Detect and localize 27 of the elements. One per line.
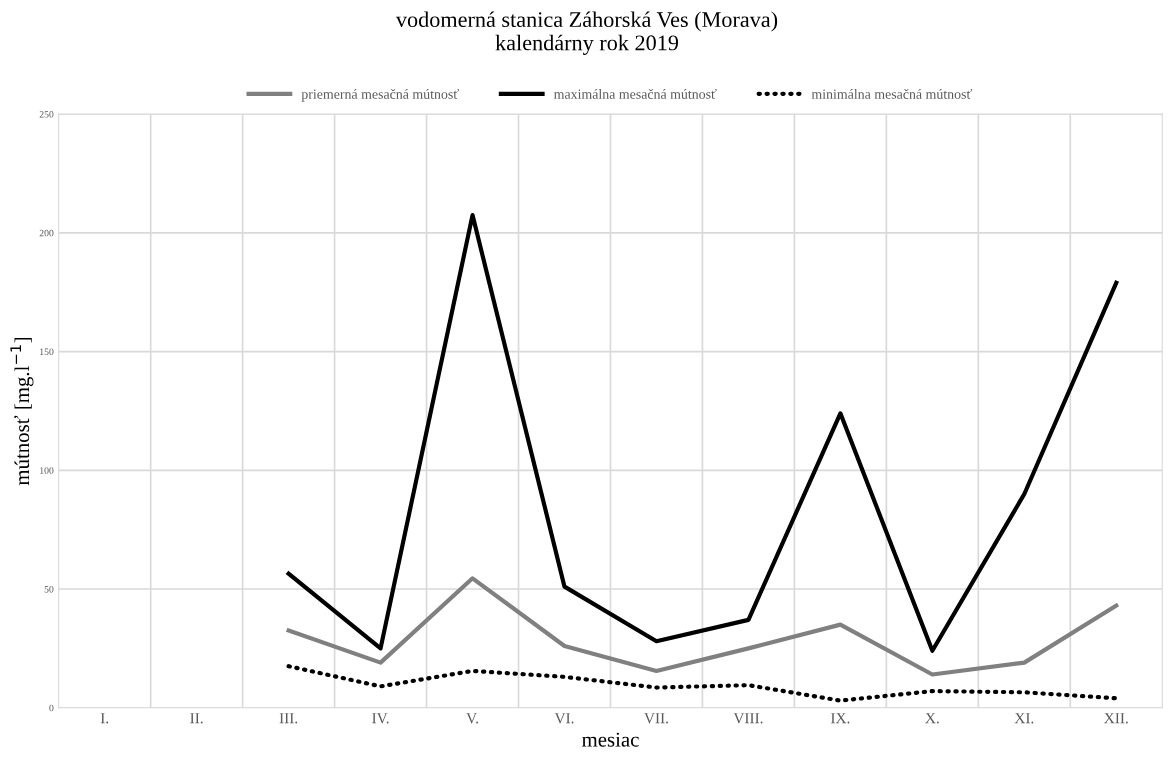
x-tick-label: IV.	[372, 713, 389, 724]
y-tick-label: 50	[44, 585, 54, 593]
line-series	[286, 664, 1119, 703]
x-tick-label: VI.	[554, 713, 574, 724]
y-tick-label: 100	[40, 467, 54, 474]
x-tick-label: V.	[466, 713, 478, 724]
line-series	[286, 212, 1119, 653]
x-tick-label: VII.	[644, 713, 668, 724]
x-tick-label: III.	[279, 713, 298, 724]
y-tick-label: 200	[39, 229, 54, 237]
x-tick-label: X.	[925, 713, 939, 724]
x-tick-label: XI.	[1014, 713, 1034, 724]
x-tick-label: I.	[100, 713, 109, 724]
y-tick-label: 150	[40, 348, 54, 356]
y-tick-label: 250	[39, 111, 54, 118]
chart-title: vodomerná stanica Záhorská Ves (Morava) kalendárny rok 2019	[395, 11, 778, 55]
x-tick-label: XII.	[1104, 713, 1128, 724]
x-tick-label: IX.	[830, 713, 850, 724]
line-series	[286, 576, 1119, 677]
x-axis-title: mesiac	[581, 732, 639, 747]
y-tick-label: 0	[49, 704, 54, 712]
y-axis-title: mútnosť [mg.l$^{−1}$]	[10, 337, 34, 486]
x-tick-label: II.	[190, 713, 203, 724]
x-tick-label: VIII.	[733, 713, 763, 724]
legend-label: priemerná mesačná mútnosť	[301, 88, 459, 102]
legend-label: minimálna mesačná mútnosť	[811, 88, 973, 99]
legend-label: maximálna mesačná mútnosť	[553, 88, 717, 99]
